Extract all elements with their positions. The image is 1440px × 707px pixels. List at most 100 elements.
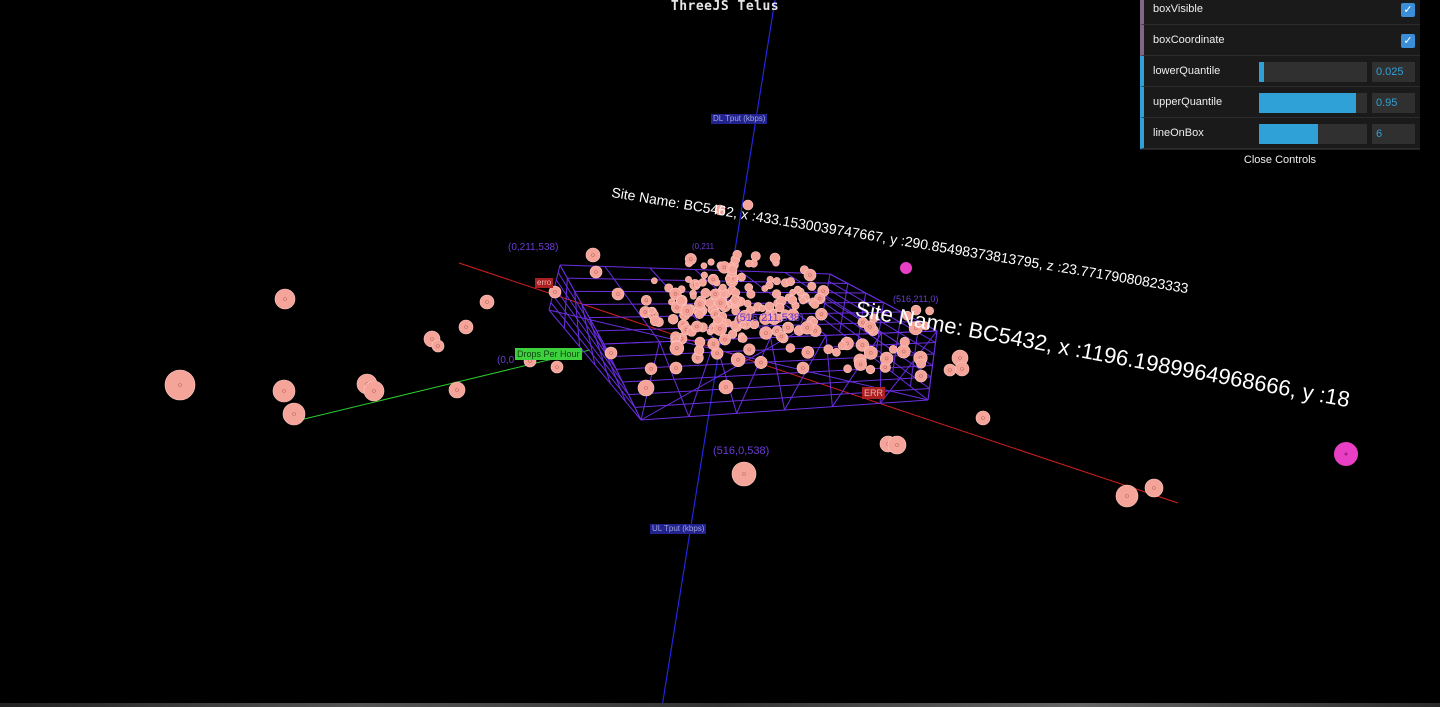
- data-point[interactable]: [707, 337, 720, 351]
- data-point[interactable]: [888, 344, 898, 354]
- data-point[interactable]: [744, 259, 753, 268]
- data-point[interactable]: [272, 379, 296, 403]
- data-point[interactable]: [772, 277, 781, 286]
- data-point[interactable]: [746, 289, 756, 299]
- data-point[interactable]: [650, 277, 658, 285]
- data-point[interactable]: [899, 336, 910, 347]
- line-on-box-input[interactable]: 6: [1372, 124, 1415, 144]
- data-point[interactable]: [854, 357, 867, 371]
- data-point[interactable]: [855, 338, 870, 352]
- data-point[interactable]: [803, 268, 817, 282]
- data-point[interactable]: [823, 344, 834, 355]
- data-point[interactable]: [737, 272, 746, 282]
- data-point[interactable]: [707, 273, 719, 285]
- data-point[interactable]: [727, 264, 738, 275]
- data-point[interactable]: [896, 344, 911, 359]
- upper-quantile-input[interactable]: 0.95: [1372, 93, 1415, 113]
- data-point[interactable]: [887, 435, 907, 455]
- data-point[interactable]: [282, 402, 306, 426]
- data-point[interactable]: [363, 380, 385, 402]
- data-point[interactable]: [707, 258, 715, 266]
- data-point[interactable]: [604, 346, 618, 360]
- data-point[interactable]: [800, 320, 814, 335]
- data-point[interactable]: [713, 315, 723, 325]
- data-point[interactable]: [649, 315, 661, 327]
- data-point[interactable]: [916, 358, 927, 369]
- data-point[interactable]: [780, 309, 790, 319]
- data-point[interactable]: [685, 276, 692, 283]
- data-point[interactable]: [739, 334, 748, 343]
- data-point[interactable]: [714, 204, 726, 216]
- data-point[interactable]: [731, 306, 740, 316]
- data-point[interactable]: [689, 292, 697, 300]
- close-controls-button[interactable]: Close Controls: [1140, 149, 1420, 171]
- box-visible-checkbox[interactable]: ✓: [1401, 3, 1415, 17]
- data-point[interactable]: [787, 295, 798, 305]
- data-point[interactable]: [810, 299, 820, 309]
- data-point[interactable]: [694, 309, 705, 320]
- data-point[interactable]: [714, 296, 727, 310]
- control-row-box-visible[interactable]: boxVisible ✓: [1140, 0, 1420, 25]
- data-point[interactable]: [925, 306, 934, 316]
- data-point[interactable]: [667, 313, 679, 325]
- data-point[interactable]: [863, 320, 877, 334]
- data-point[interactable]: [775, 302, 785, 313]
- data-point[interactable]: [801, 345, 815, 359]
- data-point[interactable]: [869, 313, 879, 323]
- data-point[interactable]: [879, 351, 894, 366]
- data-point[interactable]: [732, 249, 742, 260]
- data-point[interactable]: [785, 343, 796, 353]
- upper-quantile-slider[interactable]: [1259, 93, 1367, 113]
- data-point[interactable]: [738, 309, 752, 323]
- data-point[interactable]: [709, 288, 721, 300]
- data-point[interactable]: [458, 319, 474, 335]
- highlight-point[interactable]: [900, 262, 912, 274]
- data-point[interactable]: [759, 326, 773, 340]
- data-point[interactable]: [914, 369, 928, 383]
- data-point[interactable]: [676, 295, 687, 306]
- data-point[interactable]: [1144, 478, 1164, 498]
- data-point[interactable]: [943, 363, 957, 377]
- data-point[interactable]: [164, 369, 196, 401]
- data-point[interactable]: [1115, 484, 1139, 508]
- data-point[interactable]: [637, 379, 655, 397]
- data-point[interactable]: [700, 288, 711, 299]
- data-point[interactable]: [648, 307, 656, 315]
- data-point[interactable]: [910, 304, 922, 316]
- data-point[interactable]: [719, 333, 731, 346]
- control-panel[interactable]: boxVisible ✓ boxCoordinate ✓ lowerQuanti…: [1140, 0, 1420, 171]
- data-point[interactable]: [902, 310, 913, 321]
- data-point[interactable]: [843, 364, 852, 374]
- data-point[interactable]: [700, 262, 708, 270]
- control-row-box-coordinate[interactable]: boxCoordinate ✓: [1140, 25, 1420, 56]
- data-point[interactable]: [691, 320, 703, 333]
- data-point[interactable]: [771, 289, 782, 299]
- data-point[interactable]: [750, 251, 761, 262]
- data-point[interactable]: [669, 340, 685, 356]
- data-point[interactable]: [837, 341, 847, 351]
- data-point[interactable]: [718, 283, 727, 292]
- data-point[interactable]: [718, 379, 734, 395]
- data-point[interactable]: [680, 304, 694, 318]
- data-point[interactable]: [705, 298, 715, 308]
- control-row-lower-quantile[interactable]: lowerQuantile 0.025: [1140, 56, 1420, 87]
- data-point[interactable]: [782, 321, 794, 334]
- data-point[interactable]: [684, 253, 697, 265]
- data-point[interactable]: [765, 281, 774, 290]
- data-point[interactable]: [585, 247, 601, 263]
- lower-quantile-slider[interactable]: [1259, 62, 1367, 82]
- data-point[interactable]: [865, 364, 876, 375]
- data-point[interactable]: [799, 297, 807, 305]
- data-point[interactable]: [863, 345, 878, 360]
- data-point[interactable]: [786, 277, 796, 287]
- data-point[interactable]: [815, 308, 828, 321]
- data-point[interactable]: [807, 281, 817, 291]
- data-point[interactable]: [550, 360, 564, 374]
- data-point[interactable]: [431, 339, 445, 353]
- data-point[interactable]: [728, 329, 738, 339]
- data-point[interactable]: [793, 285, 802, 294]
- data-point[interactable]: [954, 361, 970, 377]
- data-point[interactable]: [832, 347, 841, 357]
- data-point[interactable]: [698, 278, 707, 287]
